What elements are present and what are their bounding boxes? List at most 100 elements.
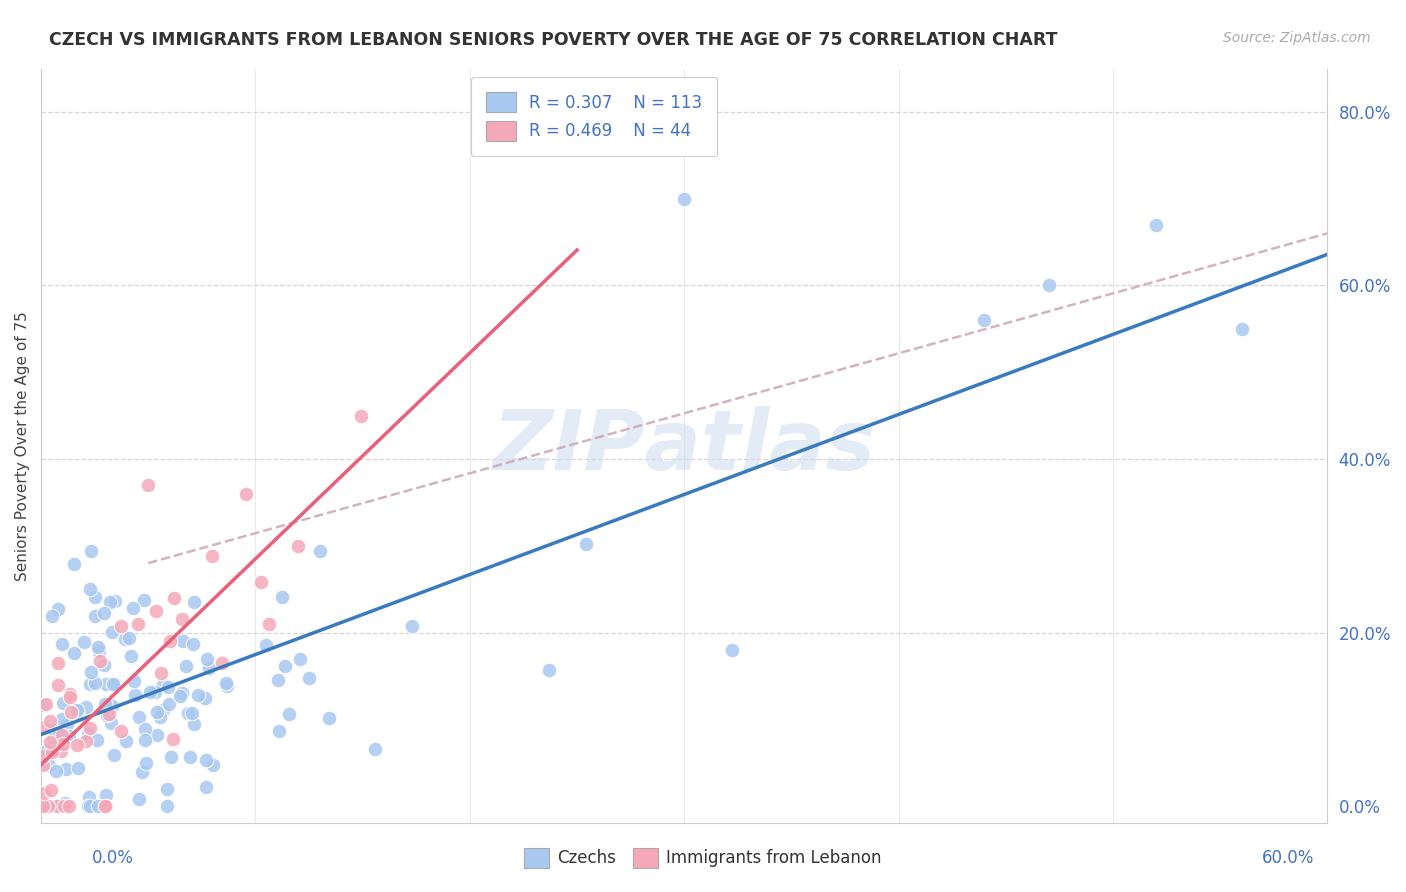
Point: [183, 595, 205, 609]
Point: [51, 728, 73, 742]
Point: [42, 731, 65, 746]
Point: [49, 744, 72, 758]
Point: [146, 728, 169, 742]
Point: [170, 612, 193, 626]
Point: [84, 609, 107, 624]
Point: [156, 799, 179, 814]
Point: [44, 764, 66, 779]
Point: [77, 790, 100, 805]
Point: [97, 707, 120, 722]
Point: [128, 792, 150, 806]
Point: [32, 799, 55, 814]
Point: [96, 677, 118, 691]
Point: [271, 590, 294, 604]
Point: [52, 697, 75, 711]
Point: [75, 699, 97, 714]
Point: [150, 665, 173, 680]
Point: [79, 582, 101, 597]
Point: [48, 726, 70, 740]
Y-axis label: Seniors Poverty Over the Age of 75: Seniors Poverty Over the Age of 75: [15, 311, 30, 581]
Point: [86, 799, 108, 814]
Point: [157, 698, 180, 712]
Point: [110, 723, 132, 738]
Point: [349, 409, 371, 423]
Point: [96, 789, 118, 803]
Text: 60.0%: 60.0%: [1263, 849, 1315, 867]
Point: [38, 734, 60, 748]
Point: [84, 675, 107, 690]
Point: [46, 678, 69, 692]
Point: [194, 780, 217, 794]
Point: [169, 689, 191, 703]
Point: [195, 651, 218, 665]
Point: [35, 743, 58, 757]
Point: [973, 313, 995, 327]
Point: [79, 721, 101, 735]
Point: [163, 591, 186, 606]
Point: [159, 749, 181, 764]
Point: [41, 783, 63, 797]
Point: [59, 687, 82, 701]
Point: [181, 637, 204, 651]
Point: [120, 649, 142, 664]
Point: [76, 799, 98, 814]
Point: [122, 600, 145, 615]
Point: [134, 722, 156, 736]
Point: [51, 637, 73, 651]
Point: [135, 756, 157, 770]
Point: [308, 543, 330, 558]
Point: [32, 698, 55, 713]
Point: [156, 782, 179, 797]
Point: [127, 617, 149, 632]
Point: [128, 710, 150, 724]
Point: [187, 688, 209, 702]
Point: [287, 539, 309, 553]
Point: [84, 590, 107, 604]
Point: [87, 644, 110, 658]
Point: [115, 733, 138, 747]
Point: [67, 761, 90, 775]
Point: [42, 723, 65, 737]
Point: [1144, 218, 1167, 232]
Point: [172, 686, 194, 700]
Point: [134, 733, 156, 747]
Point: [278, 706, 301, 721]
Point: [46, 602, 69, 616]
Point: [538, 663, 561, 677]
Point: [41, 745, 63, 759]
Point: [201, 549, 224, 563]
Point: [721, 643, 744, 657]
Point: [143, 685, 166, 699]
Point: [38, 758, 60, 772]
Point: [53, 797, 76, 811]
Point: [101, 624, 124, 639]
Point: [159, 634, 181, 648]
Point: [89, 654, 111, 668]
Point: [288, 652, 311, 666]
Text: CZECH VS IMMIGRANTS FROM LEBANON SENIORS POVERTY OVER THE AGE OF 75 CORRELATION : CZECH VS IMMIGRANTS FROM LEBANON SENIORS…: [49, 31, 1057, 49]
Point: [1038, 278, 1060, 293]
Point: [363, 742, 385, 756]
Point: [181, 706, 204, 721]
Point: [172, 634, 194, 648]
Point: [145, 604, 167, 618]
Point: [673, 192, 696, 206]
Point: [114, 632, 136, 646]
Point: [211, 656, 233, 670]
Point: [139, 685, 162, 699]
Point: [152, 678, 174, 692]
Point: [76, 727, 98, 741]
Point: [235, 487, 257, 501]
Point: [80, 543, 103, 558]
Point: [58, 729, 80, 743]
Point: [401, 619, 423, 633]
Point: [34, 698, 56, 712]
Point: [53, 799, 76, 814]
Point: [94, 799, 117, 814]
Point: [1230, 322, 1253, 336]
Point: [32, 786, 55, 800]
Text: 0.0%: 0.0%: [91, 849, 134, 867]
Point: [96, 708, 118, 723]
Point: [59, 690, 82, 705]
Text: ZIP​atlas: ZIP​atlas: [492, 406, 876, 486]
